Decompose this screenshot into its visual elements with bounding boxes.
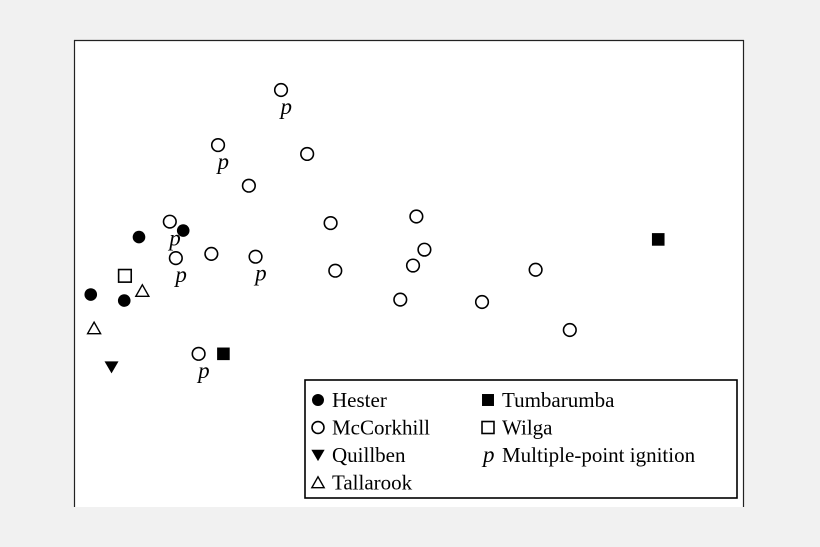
point-tumbarumba-2 xyxy=(217,347,230,361)
point-mccorkhill-10 xyxy=(168,250,183,266)
point-quillben-1 xyxy=(104,361,119,374)
point-mccorkhill-13 xyxy=(405,258,421,273)
legend-marker-quillben xyxy=(311,449,325,462)
point-tumbarumba-1 xyxy=(651,233,665,246)
legend-marker-tallarook xyxy=(310,475,326,489)
point-tallarook-2 xyxy=(86,320,102,335)
legend-marker-mccorkhill xyxy=(311,420,325,435)
point-mccorkhill-2 xyxy=(210,137,226,153)
point-hester-1 xyxy=(132,230,146,244)
multiple-ignition-mark-mccorkhill-1: p xyxy=(279,94,293,119)
point-mccorkhill-11 xyxy=(248,249,263,264)
point-mccorkhill-14 xyxy=(528,262,543,277)
point-mccorkhill-5 xyxy=(162,214,177,229)
multiple-ignition-mark-mccorkhill-18: p xyxy=(196,358,210,383)
legend-marker-wilga xyxy=(481,420,495,435)
legend-marker-hester xyxy=(312,394,324,406)
point-mccorkhill-3 xyxy=(300,146,315,162)
legend-marker-tumbarumba xyxy=(482,394,494,406)
point-mccorkhill-9 xyxy=(204,246,219,261)
legend: Hester Tumbarumba McCorkhill Wilga Quillben p… xyxy=(304,379,738,499)
multiple-ignition-mark-mccorkhill-11: p xyxy=(253,261,267,286)
point-mccorkhill-7 xyxy=(409,209,424,224)
multiple-ignition-mark-mccorkhill-2: p xyxy=(216,149,230,174)
point-hester-4 xyxy=(117,294,131,307)
point-hester-3 xyxy=(84,288,98,301)
legend-label-mccorkhill: McCorkhill xyxy=(332,416,430,440)
point-mccorkhill-18 xyxy=(191,346,206,361)
plot-frame xyxy=(73,39,745,507)
point-mccorkhill-16 xyxy=(474,294,490,310)
legend-label-tumbarumba: Tumbarumba xyxy=(502,388,615,412)
point-hester-2 xyxy=(176,224,190,237)
multiple-ignition-mark-mccorkhill-10: p xyxy=(173,262,187,287)
point-mccorkhill-12 xyxy=(328,263,343,278)
legend-label-quillben: Quillben xyxy=(332,443,406,467)
multiple-ignition-mark-mccorkhill-5: p xyxy=(167,226,181,251)
legend-box xyxy=(304,379,738,499)
point-mccorkhill-8 xyxy=(417,242,432,257)
legend-marker-p: p xyxy=(481,442,495,467)
legend-label-multiple-point-ignition: Multiple-point ignition xyxy=(502,443,696,467)
point-mccorkhill-4 xyxy=(241,178,256,193)
point-mccorkhill-1 xyxy=(273,82,289,98)
point-mccorkhill-15 xyxy=(393,292,408,307)
legend-label-tallarook: Tallarook xyxy=(332,471,413,495)
legend-label-hester: Hester xyxy=(332,388,387,412)
point-mccorkhill-6 xyxy=(323,215,338,231)
point-mccorkhill-17 xyxy=(562,322,577,338)
legend-label-wilga: Wilga xyxy=(502,416,553,440)
point-tallarook-1 xyxy=(134,283,151,297)
point-wilga-1 xyxy=(117,268,133,283)
